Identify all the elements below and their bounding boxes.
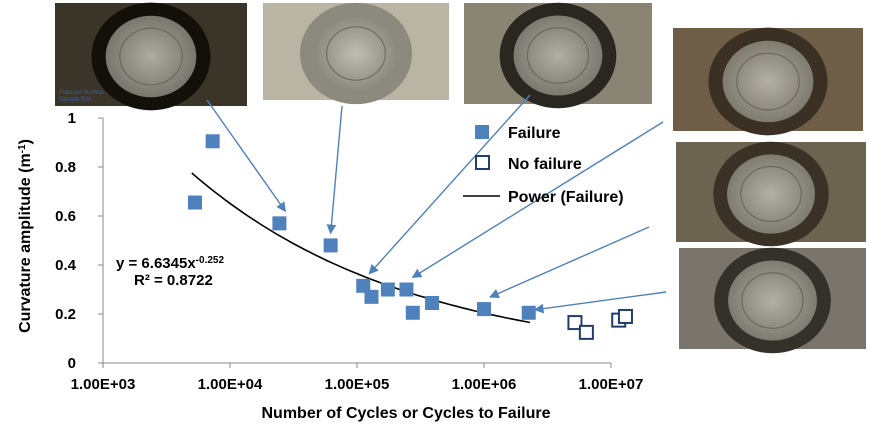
data-marks	[187, 134, 633, 340]
annotation-arrows	[206, 94, 667, 314]
failure-point	[399, 282, 414, 297]
equation-text: y = 6.6345x	[116, 255, 196, 272]
x-axis-title: Number of Cycles or Cycles to Failure	[262, 405, 551, 422]
annotation-arrow	[411, 121, 664, 279]
annotation-arrow	[489, 226, 650, 299]
x-tick-label: 1.00E+04	[198, 376, 263, 393]
fracture-photo-6-inner-ring	[741, 272, 804, 329]
y-axis-title-main: Curvature amplitude (m	[17, 153, 34, 333]
no-failure-point	[567, 315, 583, 331]
failure-point	[205, 134, 220, 149]
fracture-photo-1-caption: Sample 50A	[59, 97, 92, 103]
y-tick-label: 0	[68, 355, 76, 372]
y-axis-title-sup: -1	[17, 144, 28, 153]
no-failure-point	[617, 308, 633, 324]
legend-marker-failure	[475, 125, 489, 139]
legend-label-failure: Failure	[508, 125, 561, 142]
legend: Failure No failure Power (Failure)	[463, 125, 624, 206]
fracture-photo-1-caption: Fracture Surface	[59, 90, 104, 96]
fracture-photo-3-fracture-face	[513, 15, 603, 96]
failure-point	[187, 195, 202, 210]
fracture-photo-6-fracture-face	[728, 260, 817, 341]
failure-point	[425, 295, 440, 310]
y-tick-label: 1	[68, 110, 76, 127]
annotation-arrow	[368, 94, 531, 275]
annotation-arrow	[326, 105, 343, 235]
fracture-photo-6	[679, 247, 866, 354]
r2-text: R² = 0.8722	[134, 272, 213, 289]
fracture-photo-1-inner-ring	[119, 27, 183, 86]
y-tick-label: 0.6	[55, 208, 76, 225]
fracture-photo-2	[263, 2, 449, 105]
axes: 0 0.2 0.4 0.6 0.8 1 1.00E+03 1.00E+04 1.00E+05 1.…	[55, 110, 643, 393]
y-tick-label: 0.8	[55, 159, 76, 176]
x-tick-label: 1.00E+03	[71, 376, 136, 393]
failure-point	[356, 278, 371, 293]
fracture-photo-5	[676, 141, 866, 247]
fracture-photo-4	[673, 27, 863, 136]
fracture-photo-5-inner-ring	[740, 165, 802, 223]
failure-point	[380, 282, 395, 297]
y-axis-title: Curvature amplitude (m-1)	[17, 139, 35, 333]
failure-point	[272, 216, 287, 231]
fracture-photo-2-inner-ring	[326, 26, 386, 81]
power-trendline	[191, 172, 531, 324]
fracture-photo-4-fracture-face	[722, 40, 814, 123]
trend-equation: y = 6.6345x-0.252 R² = 0.8722	[116, 255, 224, 290]
annotation-arrow	[206, 99, 286, 213]
failure-point	[405, 305, 420, 320]
fracture-photo-1-fracture-face	[105, 15, 197, 98]
failure-point	[323, 238, 338, 253]
x-tick-label: 1.00E+06	[452, 376, 517, 393]
failure-point	[364, 289, 379, 304]
legend-label-power: Power (Failure)	[508, 189, 624, 206]
legend-marker-no-failure	[475, 155, 490, 170]
y-tick-label: 0.2	[55, 306, 76, 323]
svg-text:y = 6.6345x-0.252: y = 6.6345x-0.252	[116, 255, 224, 273]
fracture-photo-5-fracture-face	[727, 154, 815, 234]
fracture-photo-2-fracture-face	[313, 15, 399, 92]
y-axis-title-close: )	[17, 139, 34, 144]
equation-exponent: -0.252	[196, 255, 225, 266]
x-tick-label: 1.00E+07	[579, 376, 644, 393]
legend-label-no-failure: No failure	[508, 156, 582, 173]
fracture-photo-3	[464, 2, 652, 109]
y-tick-label: 0.4	[55, 257, 77, 274]
annotation-arrow	[533, 291, 667, 314]
failure-point	[477, 302, 491, 317]
no-failure-point	[578, 324, 594, 340]
x-tick-label: 1.00E+05	[325, 376, 390, 393]
failure-point	[521, 305, 536, 320]
fracture-photo-3-inner-ring	[526, 27, 590, 84]
fracture-photo-4-inner-ring	[736, 52, 800, 111]
